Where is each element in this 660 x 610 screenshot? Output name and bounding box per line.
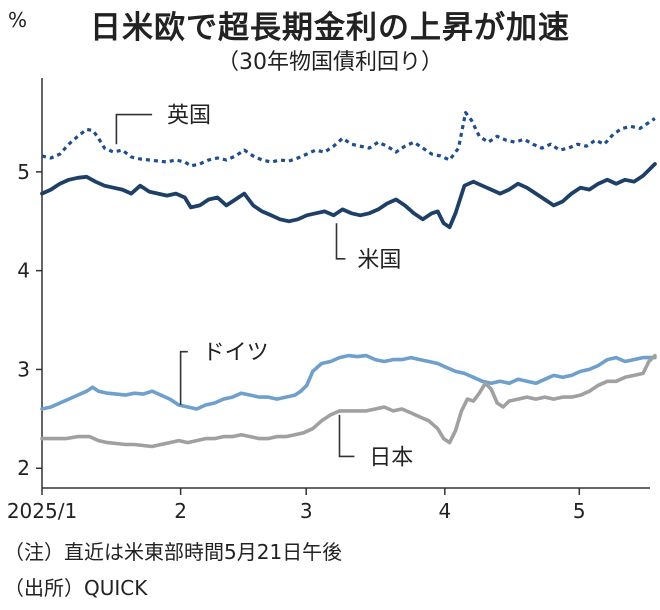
footnote-source: （出所）QUICK <box>4 576 148 600</box>
series-line-us <box>40 162 657 230</box>
x-tick-label-4: 5 <box>573 499 586 523</box>
x-tick-label-1: 2 <box>174 499 187 523</box>
y-tick-label-4: 4 <box>17 259 30 283</box>
leader-line-uk <box>115 113 153 145</box>
chart-title: 日米欧で超長期金利の上昇が加速 <box>90 10 570 46</box>
x-tick-label-2: 3 <box>300 499 313 523</box>
series-label-germany: ドイツ <box>203 341 269 366</box>
leader-line-us <box>335 223 346 260</box>
series-label-japan: 日本 <box>369 445 413 470</box>
x-tick-label-0: 2025/1 <box>7 499 77 523</box>
footnote-note: （注）直近は米東部時間5月21日午後 <box>4 540 343 564</box>
x-tick-label-3: 4 <box>438 499 451 523</box>
series-label-uk: 英国 <box>167 104 211 129</box>
y-tick-label-2: 2 <box>17 456 30 480</box>
leader-line-japan <box>338 414 355 458</box>
y-tick-label-3: 3 <box>17 357 30 381</box>
y-tick-label-5: 5 <box>17 160 30 184</box>
leader-line-germany <box>179 350 188 405</box>
series-line-germany <box>40 353 657 411</box>
chart-subtitle: （30年物国債利回り） <box>217 50 443 75</box>
unit-label: % <box>8 8 28 32</box>
series-line-japan <box>40 353 657 449</box>
series-label-us: 米国 <box>357 248 401 273</box>
series-line-uk <box>41 111 656 168</box>
